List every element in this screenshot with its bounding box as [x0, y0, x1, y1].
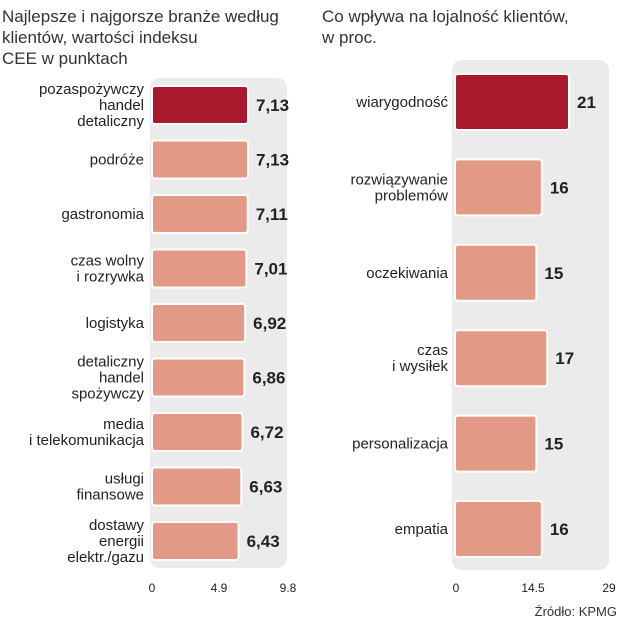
right-bar	[454, 243, 538, 302]
left-bar	[151, 466, 243, 507]
left-category-label: logistyka	[86, 315, 145, 332]
left-category-label: czas wolny i rozrywka	[71, 253, 145, 286]
left-value-label: 7,01	[254, 260, 287, 279]
left-bar	[151, 412, 244, 452]
source-note: Źródło: KPMG	[534, 604, 617, 619]
left-category-label: gastronomia	[61, 206, 144, 223]
left-tick-label: 4.9	[211, 581, 228, 595]
left-bar	[151, 303, 247, 343]
left-category-label: dostawy energii elektr./gazu	[67, 517, 144, 566]
left-value-label: 7,11	[256, 205, 288, 224]
right-category-label: rozwiązywanie problemów	[350, 171, 448, 204]
left-bar	[151, 521, 240, 561]
right-plot-background	[452, 60, 609, 570]
left-bar	[151, 139, 249, 180]
left-bar	[151, 85, 249, 125]
left-value-label: 6,92	[253, 314, 286, 333]
left-value-label: 7,13	[256, 151, 289, 170]
left-chart-title: Najlepsze i najgorsze branże według klie…	[2, 7, 279, 68]
left-value-label: 6,43	[247, 532, 280, 551]
right-category-label: wiarygodność	[355, 94, 448, 111]
right-value-label: 16	[550, 178, 569, 197]
left-value-label: 6,72	[250, 423, 283, 442]
left-category-label: podróże	[90, 152, 144, 169]
right-bar	[454, 329, 549, 388]
right-category-label: oczekiwania	[366, 265, 448, 282]
right-bar	[454, 500, 543, 558]
right-category-label: personalizacja	[352, 436, 449, 453]
right-bar	[454, 158, 543, 217]
left-category-label: pozaspożywczy handel detaliczny	[39, 81, 145, 130]
right-value-label: 15	[544, 264, 563, 283]
left-value-label: 6,63	[249, 478, 282, 497]
left-tick-label: 0	[149, 581, 156, 595]
right-chart-title: Co wpływa na lojalność klientów, w proc.	[322, 7, 569, 47]
left-tick-label: 9.8	[280, 581, 297, 595]
right-value-label: 15	[544, 435, 563, 454]
right-value-label: 21	[577, 93, 596, 112]
left-value-label: 7,13	[256, 96, 289, 115]
right-category-label: czas i wysiłek	[392, 342, 448, 375]
left-category-label: detaliczny handel spożywczy	[71, 354, 144, 403]
left-category-label: usługi finansowe	[76, 471, 144, 504]
right-bar	[454, 73, 570, 131]
right-category-label: empatia	[395, 521, 449, 538]
right-value-label: 16	[550, 520, 569, 539]
left-bar	[151, 248, 248, 289]
right-bar	[454, 414, 538, 473]
right-tick-label: 29	[602, 581, 616, 595]
right-tick-label: 14.5	[521, 581, 545, 595]
left-bar	[151, 357, 246, 398]
left-value-label: 6,86	[252, 369, 285, 388]
left-bar	[151, 194, 249, 234]
right-tick-label: 0	[453, 581, 460, 595]
left-category-label: media i telekomunikacja	[29, 416, 145, 449]
right-value-label: 17	[555, 349, 574, 368]
